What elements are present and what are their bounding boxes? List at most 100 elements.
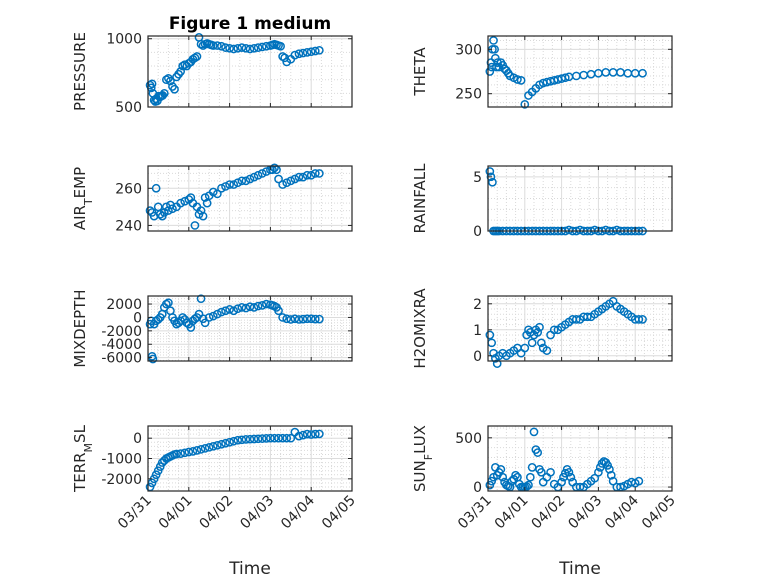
data-point <box>306 170 316 180</box>
data-point <box>634 315 644 324</box>
data-point <box>221 182 230 191</box>
data-point <box>294 315 304 324</box>
data-point <box>253 434 263 444</box>
data-point <box>186 193 196 202</box>
data-point <box>525 472 535 482</box>
y-axis-label-7: TERRMSL <box>71 424 95 493</box>
data-point <box>261 41 271 51</box>
subplot-2: 250 300 THETA <box>411 35 673 109</box>
data-point <box>225 43 234 53</box>
data-point <box>225 437 234 447</box>
data-point <box>241 303 251 313</box>
data-point <box>221 43 230 52</box>
y-axis-label-2: THETA <box>411 47 429 97</box>
data-point <box>172 449 181 459</box>
data-point <box>257 301 267 310</box>
data-point <box>233 178 243 188</box>
data-point <box>158 91 168 100</box>
y-tick-label: 0 <box>473 349 482 365</box>
subplot-4: 0 5 RAINFALL <box>411 163 673 240</box>
data-point <box>261 299 271 309</box>
data-point <box>180 196 190 206</box>
y-tick-label: 0 <box>473 480 482 496</box>
data-point <box>511 470 520 480</box>
data-point <box>310 429 320 439</box>
data-point <box>245 174 255 184</box>
y-tick-label: 2 <box>473 297 482 313</box>
data-point <box>213 189 222 199</box>
axes-box <box>487 35 673 108</box>
data-point <box>170 84 179 94</box>
data-point <box>257 169 267 178</box>
subplot-3: 240 260 AIRTEMP <box>71 163 353 234</box>
data-point <box>270 433 279 443</box>
y-tick-label: -4000 <box>101 337 142 353</box>
data-point <box>492 359 502 368</box>
data-point <box>217 307 226 317</box>
data-point <box>315 429 324 439</box>
axes-box <box>487 165 673 232</box>
data-point <box>178 313 188 322</box>
data-point <box>233 43 243 53</box>
data-point <box>164 206 173 215</box>
data-point <box>290 50 300 60</box>
data-point <box>520 343 530 353</box>
data-point <box>237 303 247 312</box>
data-point <box>294 49 304 59</box>
figure-title: Figure 1 medium <box>169 14 331 34</box>
data-point <box>148 354 158 364</box>
data-point <box>491 53 500 63</box>
data-point <box>485 167 495 176</box>
data-point <box>280 53 290 63</box>
data-point <box>496 464 506 474</box>
data-point <box>278 313 287 322</box>
data-point <box>274 433 283 443</box>
data-point <box>204 442 214 452</box>
data-point <box>229 180 239 189</box>
data-point <box>524 480 533 490</box>
data-point <box>533 448 543 457</box>
data-point <box>571 315 581 324</box>
data-point <box>176 67 185 76</box>
data-point <box>249 172 259 182</box>
data-point <box>302 48 312 57</box>
data-point <box>535 322 544 332</box>
data-point <box>485 330 495 340</box>
data-point <box>290 174 300 184</box>
data-point <box>192 52 202 61</box>
data-point <box>151 470 161 480</box>
x-axis-label: Time <box>558 559 601 579</box>
data-point <box>241 435 251 444</box>
subplot-1: 500 1000 PRESSURE Figure 1 medium <box>71 14 353 116</box>
data-point <box>485 67 495 76</box>
y-tick-label: 240 <box>115 218 142 234</box>
y-tick-label: 500 <box>455 431 482 447</box>
data-point <box>159 88 169 98</box>
data-point <box>286 176 296 186</box>
data-point <box>253 301 263 311</box>
data-point <box>306 314 316 324</box>
y-tick-label: 0 <box>473 224 482 240</box>
data-point <box>302 429 312 439</box>
data-point <box>583 312 592 322</box>
data-point <box>145 206 155 215</box>
y-tick-label: 500 <box>115 100 142 116</box>
data-point <box>208 41 218 50</box>
data-point <box>274 174 283 184</box>
data-point <box>253 43 263 52</box>
data-point <box>257 434 267 443</box>
data-point <box>249 43 259 53</box>
data-point <box>549 325 559 335</box>
data-point <box>237 176 247 186</box>
data-point <box>310 169 320 178</box>
data-point <box>168 204 177 214</box>
data-point <box>638 68 647 78</box>
data-point <box>310 46 320 56</box>
data-point <box>229 306 239 316</box>
data-point <box>278 433 287 443</box>
data-point <box>489 36 498 45</box>
data-point <box>286 433 296 443</box>
data-point <box>176 449 185 458</box>
data-point <box>190 221 200 230</box>
y-tick-label: -2000 <box>101 324 142 340</box>
